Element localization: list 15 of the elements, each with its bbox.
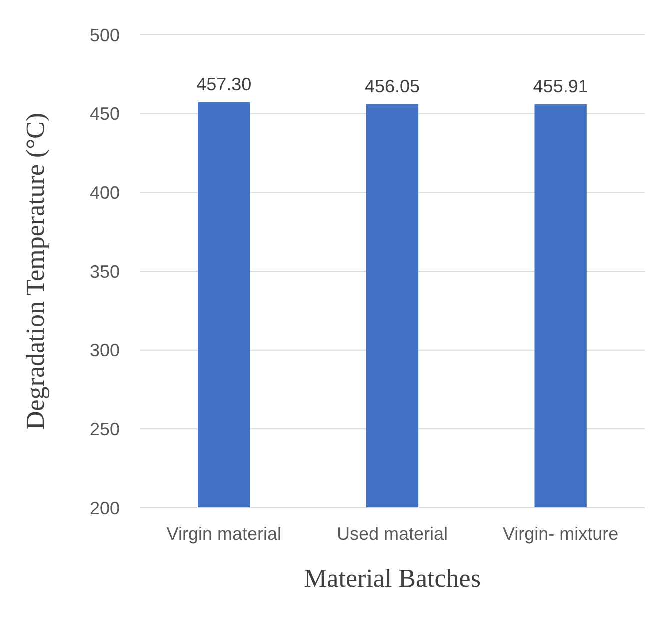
x-tick-label: Virgin- mixture xyxy=(502,524,619,544)
y-tick-label: 300 xyxy=(90,340,120,361)
y-tick-label: 450 xyxy=(90,104,120,124)
x-tick-label: Used material xyxy=(336,524,448,544)
data-label: 456.05 xyxy=(364,76,420,96)
y-tick-label: 500 xyxy=(90,25,120,46)
y-tick-label: 250 xyxy=(90,419,120,440)
y-axis-title: Degradation Temperature (°C) xyxy=(21,112,50,430)
data-label: 455.91 xyxy=(533,76,588,97)
y-tick-label: 200 xyxy=(90,498,120,518)
x-axis-title: Material Batches xyxy=(304,564,481,593)
y-tick-label: 400 xyxy=(90,182,120,203)
data-label: 457.30 xyxy=(196,74,252,94)
y-tick-label: 350 xyxy=(90,262,120,282)
x-tick-label: Virgin material xyxy=(166,524,282,544)
